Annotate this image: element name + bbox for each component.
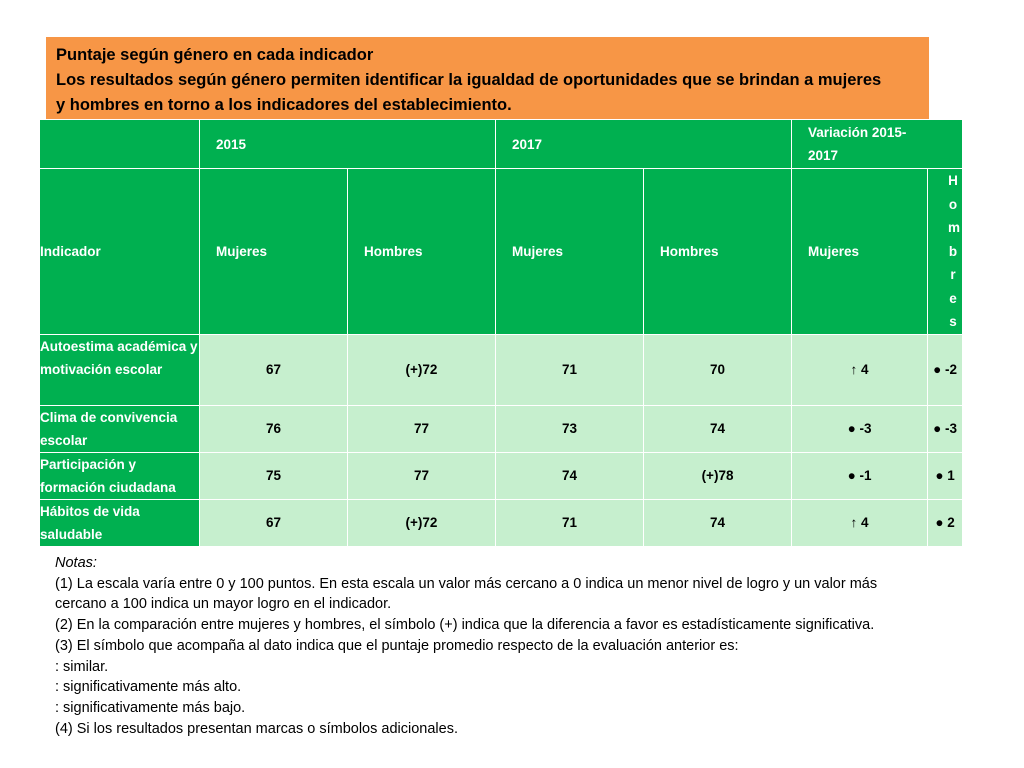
hombres-variacion-cell: ● -3 [927, 404, 964, 453]
empty-corner-cell [39, 119, 200, 169]
mujeres-2017-cell: 73 [495, 404, 645, 453]
notes-section: Notas: (1) La escala varía entre 0 y 100… [55, 553, 955, 739]
table-row: Hábitos de vida saludable 67 (+)72 71 74… [39, 498, 964, 547]
header-banner: Puntaje según género en cada indicador L… [46, 37, 929, 119]
header-title: Puntaje según género en cada indicador [56, 46, 374, 64]
mujeres-2017-cell: 71 [495, 333, 645, 406]
hombres-2017-cell: (+)78 [643, 451, 793, 500]
mujeres-2015-cell: 75 [199, 451, 348, 500]
indicador-cell: Autoestima académica y motivación escola… [39, 333, 200, 406]
hombres-2015-cell: 77 [346, 404, 497, 453]
symbol-similar: : similar. [55, 658, 109, 675]
mujeres-variacion-cell: ↑ 4 [791, 333, 929, 406]
header-description-line-2: y hombres en torno a los indicadores del… [56, 96, 512, 114]
variation-header: Variación 2015-2017 [791, 119, 964, 169]
note-3: (3) El símbolo que acompaña al dato indi… [55, 637, 739, 654]
note-2: (2) En la comparación entre mujeres y ho… [55, 617, 875, 634]
mujeres-2015-header: Mujeres [199, 168, 348, 335]
mujeres-2015-cell: 67 [199, 498, 348, 547]
mujeres-2017-cell: 71 [495, 498, 645, 547]
indicador-cell: Hábitos de vida saludable [39, 498, 200, 547]
year-2017-header: 2017 [495, 119, 793, 169]
mujeres-variacion-header: Mujeres [791, 168, 929, 335]
hombres-2015-cell: (+)72 [346, 498, 497, 547]
notes-title: Notas: [55, 555, 97, 571]
hombres-variacion-header: Hombres [927, 168, 964, 335]
results-table: 2015 2017 Variación 2015-2017 Indicador … [39, 119, 964, 547]
hombres-variacion-cell: ● 1 [927, 451, 964, 500]
hombres-2017-cell: 74 [643, 498, 793, 547]
hombres-variacion-cell: ● 2 [927, 498, 964, 547]
mujeres-variacion-cell: ● -1 [791, 451, 929, 500]
column-header-row: Indicador Mujeres Hombres Mujeres Hombre… [39, 168, 964, 335]
indicador-header: Indicador [39, 168, 200, 335]
mujeres-2017-header: Mujeres [495, 168, 645, 335]
mujeres-2015-cell: 76 [199, 404, 348, 453]
hombres-variacion-cell: ● -2 [927, 333, 964, 406]
mujeres-variacion-cell: ↑ 4 [791, 498, 929, 547]
header-description-line-1: Los resultados según género permiten ide… [56, 71, 882, 89]
note-4: (4) Si los resultados presentan marcas o… [55, 720, 458, 737]
year-2015-header: 2015 [198, 119, 497, 169]
table-row: Clima de convivencia escolar 76 77 73 74… [39, 404, 964, 453]
mujeres-2017-cell: 74 [495, 451, 645, 500]
hombres-2015-header: Hombres [346, 168, 497, 335]
hombres-2017-cell: 70 [643, 333, 793, 406]
hombres-2017-cell: 74 [643, 404, 793, 453]
symbol-lower: : significativamente más bajo. [55, 699, 246, 716]
year-header-row: 2015 2017 Variación 2015-2017 [39, 119, 964, 169]
hombres-2015-cell: 77 [346, 451, 497, 500]
hombres-2015-cell: (+)72 [346, 333, 497, 406]
note-1-line-2: cercano a 100 indica un mayor logro en e… [55, 596, 392, 613]
symbol-higher: : significativamente más alto. [55, 679, 242, 696]
mujeres-2015-cell: 67 [199, 333, 348, 406]
note-1-line-1: (1) La escala varía entre 0 y 100 puntos… [55, 575, 878, 592]
mujeres-variacion-cell: ● -3 [791, 404, 929, 453]
indicador-cell: Participación y formación ciudadana [39, 451, 200, 500]
table-row: Participación y formación ciudadana 75 7… [39, 451, 964, 500]
hombres-2017-header: Hombres [643, 168, 793, 335]
table-row: Autoestima académica y motivación escola… [39, 333, 964, 406]
indicador-cell: Clima de convivencia escolar [39, 404, 200, 453]
